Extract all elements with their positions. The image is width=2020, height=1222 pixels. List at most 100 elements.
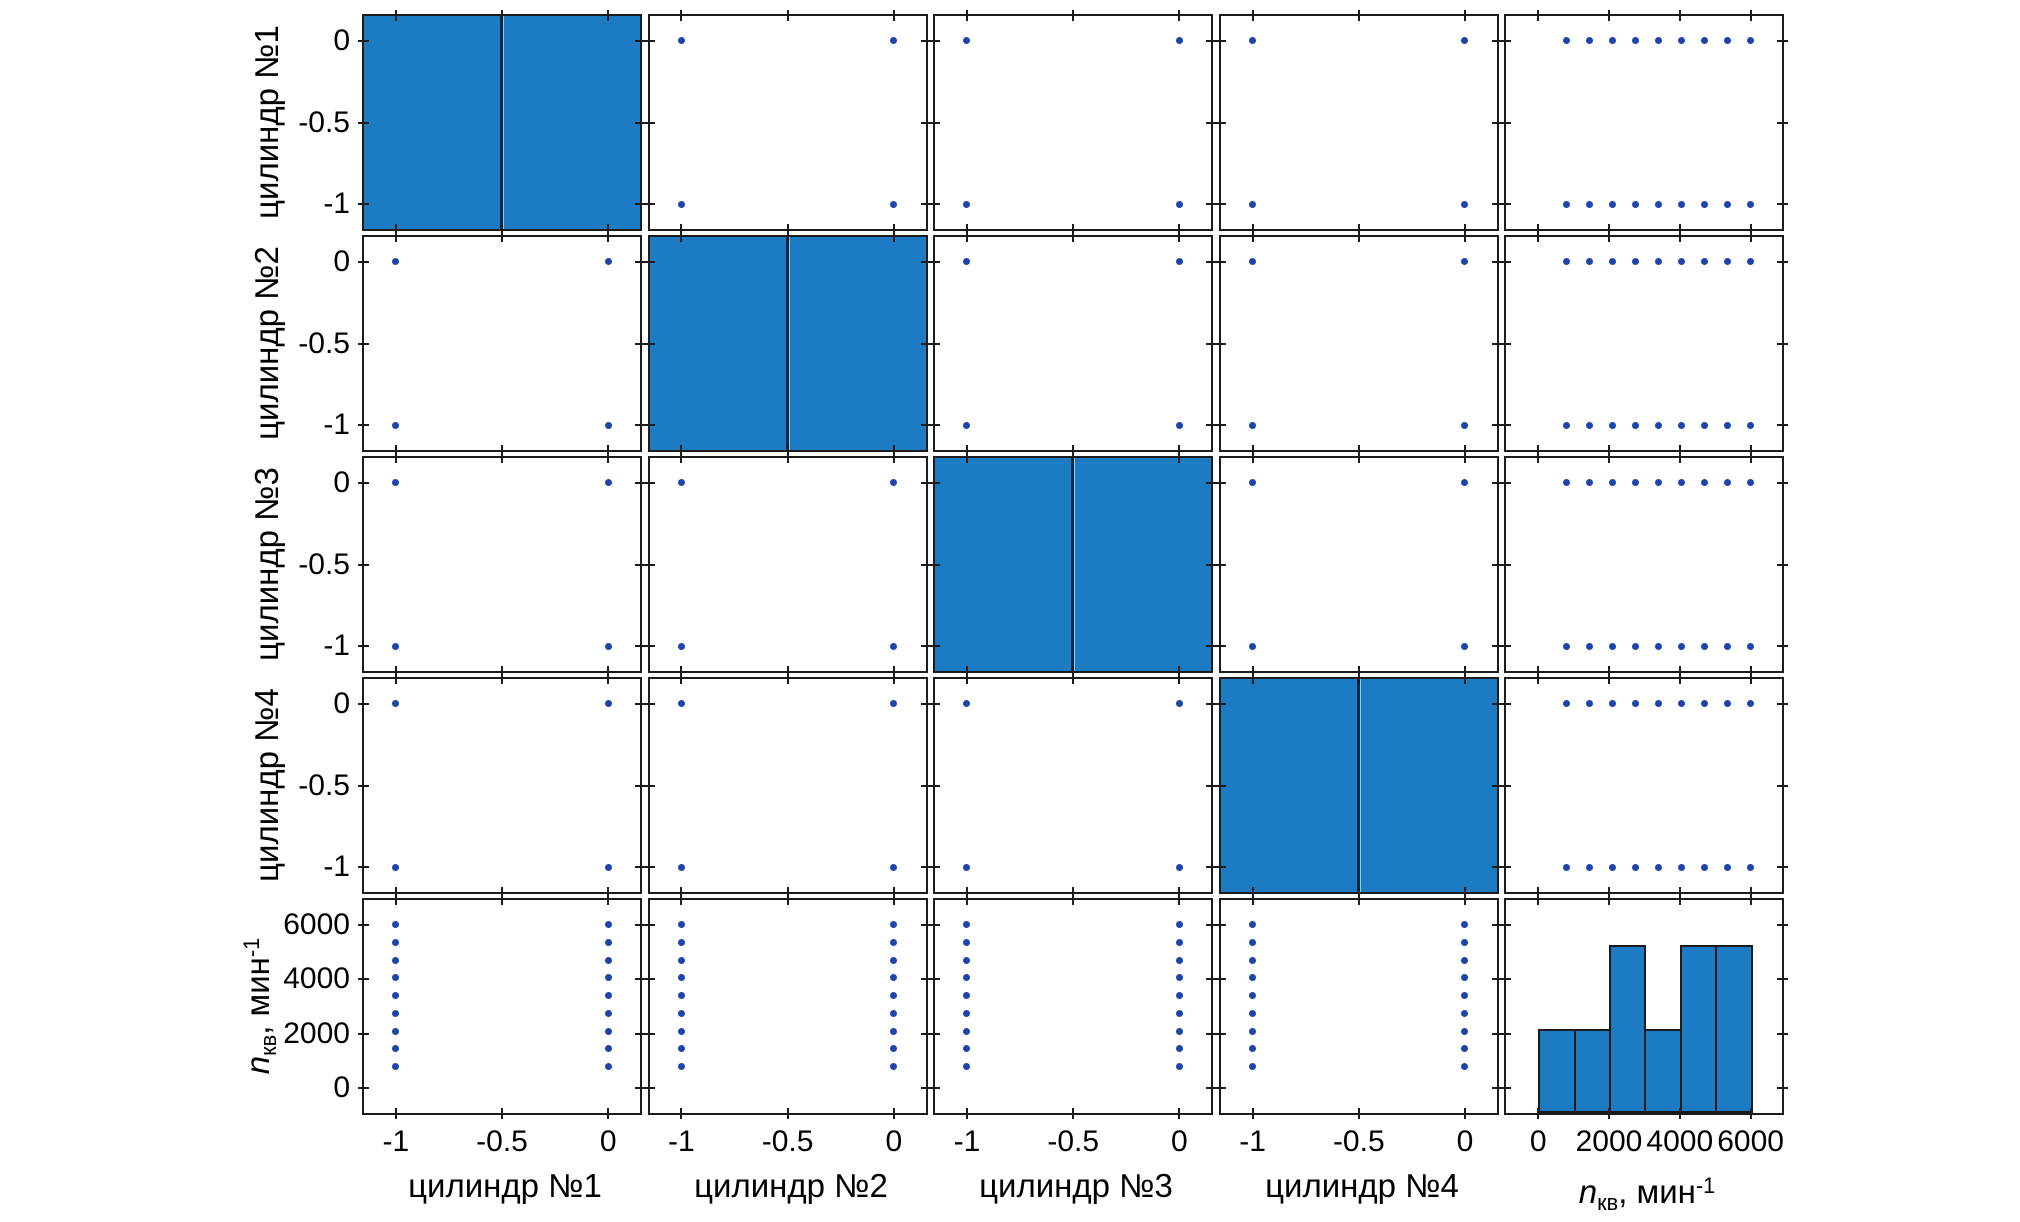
tick-mark-top: [786, 673, 789, 684]
tick-mark-top: [1749, 452, 1752, 463]
tick-mark-left: [358, 481, 369, 484]
tick-mark-top: [1251, 894, 1254, 905]
tick-mark-right: [635, 563, 646, 566]
matrix-cell-r1-c3: [929, 10, 1218, 235]
data-point: [1563, 700, 1571, 708]
tick-mark-right: [920, 702, 932, 705]
tick-mark-left: [358, 342, 369, 345]
x-tick-label: 0: [1171, 1125, 1188, 1158]
data-point: [1461, 258, 1469, 266]
data-point: [1678, 700, 1686, 708]
tick-mark-top: [892, 10, 895, 21]
data-point: [604, 258, 612, 266]
matrix-cell-r2-c5: [1500, 231, 1789, 456]
data-point: [1461, 200, 1469, 208]
tick-mark-bottom: [501, 666, 503, 677]
data-point: [1655, 200, 1663, 208]
data-point: [392, 1063, 400, 1071]
data-point: [1678, 200, 1686, 208]
data-point: [1586, 421, 1594, 429]
tick-mark-bottom: [892, 445, 895, 456]
x-tick-label: 4000: [1646, 1125, 1714, 1158]
data-point: [1249, 956, 1257, 964]
matrix-cell-r1-c1: [358, 10, 646, 235]
data-point: [392, 700, 400, 708]
tick-mark-right: [1491, 563, 1503, 566]
tick-mark-bottom: [1463, 666, 1466, 677]
data-point: [963, 921, 971, 929]
tick-mark-left: [1500, 1087, 1512, 1090]
data-point: [1609, 642, 1617, 650]
matrix-cell-r5-c1: [358, 894, 646, 1119]
data-point: [890, 1009, 898, 1017]
tick-mark-bottom: [1251, 445, 1254, 456]
tick-mark-left: [1500, 260, 1512, 263]
tick-mark-top: [786, 10, 789, 21]
histogram-bar: [1573, 1028, 1611, 1113]
tick-mark-top: [1463, 452, 1466, 463]
data-point: [1175, 421, 1183, 429]
tick-mark-right: [1206, 923, 1218, 926]
data-point: [1655, 479, 1663, 487]
data-point: [963, 938, 971, 946]
data-point: [1461, 1045, 1469, 1053]
tick-mark-left: [1214, 702, 1226, 705]
data-point: [1175, 992, 1183, 1000]
tick-mark-bottom: [607, 224, 610, 235]
tick-mark-left: [929, 978, 941, 981]
matrix-cell-r4-c4: [1214, 673, 1503, 898]
tick-mark-top: [1537, 673, 1540, 684]
data-point: [1563, 258, 1571, 266]
tick-mark-top: [786, 894, 789, 905]
tick-mark-right: [1491, 424, 1503, 427]
tick-mark-top: [1749, 894, 1752, 905]
tick-mark-right: [635, 260, 646, 263]
y-tick-label: -0.5: [298, 326, 350, 360]
data-point: [1609, 258, 1617, 266]
x-tick-label: 0: [1529, 1125, 1547, 1158]
tick-mark-right: [1491, 784, 1503, 787]
data-point: [1747, 700, 1755, 708]
tick-mark-top: [1072, 231, 1075, 242]
tick-mark-right: [1777, 866, 1789, 869]
tick-mark-bottom: [1607, 887, 1610, 898]
histogram-bin-divider-accent: [788, 237, 790, 450]
data-point: [890, 921, 898, 929]
tick-mark-right: [920, 39, 932, 42]
data-point: [1655, 700, 1663, 708]
tick-mark-left: [929, 784, 941, 787]
tick-mark-right: [1206, 1032, 1218, 1035]
y-tick-label: -1: [323, 629, 350, 663]
tick-mark-left: [643, 260, 655, 263]
tick-mark-bottom: [786, 1108, 789, 1119]
tick-mark-top: [892, 231, 895, 242]
data-point: [1175, 921, 1183, 929]
data-point: [604, 921, 612, 929]
data-point: [1175, 974, 1183, 982]
data-point: [1632, 37, 1640, 45]
tick-mark-top: [394, 10, 397, 21]
tick-mark-left: [358, 563, 369, 566]
tick-mark-bottom: [786, 666, 789, 677]
tick-mark-left: [643, 645, 655, 648]
tick-mark-left: [929, 203, 941, 206]
tick-mark-right: [1491, 1032, 1503, 1035]
tick-mark-bottom: [1072, 445, 1075, 456]
tick-mark-bottom: [892, 1108, 895, 1119]
tick-mark-left: [1500, 39, 1512, 42]
data-point: [1461, 956, 1469, 964]
x-tick-label: 0: [1456, 1125, 1474, 1158]
tick-mark-top: [1463, 894, 1466, 905]
tick-mark-top: [965, 452, 968, 463]
tick-mark-left: [643, 978, 655, 981]
matrix-cell-r1-c2: [643, 10, 932, 235]
tick-mark-left: [1214, 866, 1226, 869]
tick-mark-bottom: [1678, 1108, 1681, 1119]
tick-mark-bottom: [1463, 224, 1466, 235]
tick-mark-bottom: [1357, 224, 1360, 235]
tick-mark-top: [1357, 894, 1360, 905]
tick-mark-bottom: [1537, 1108, 1540, 1119]
histogram-bin-divider-accent: [1359, 679, 1361, 892]
tick-mark-left: [358, 203, 369, 206]
tick-mark-top: [1072, 673, 1075, 684]
